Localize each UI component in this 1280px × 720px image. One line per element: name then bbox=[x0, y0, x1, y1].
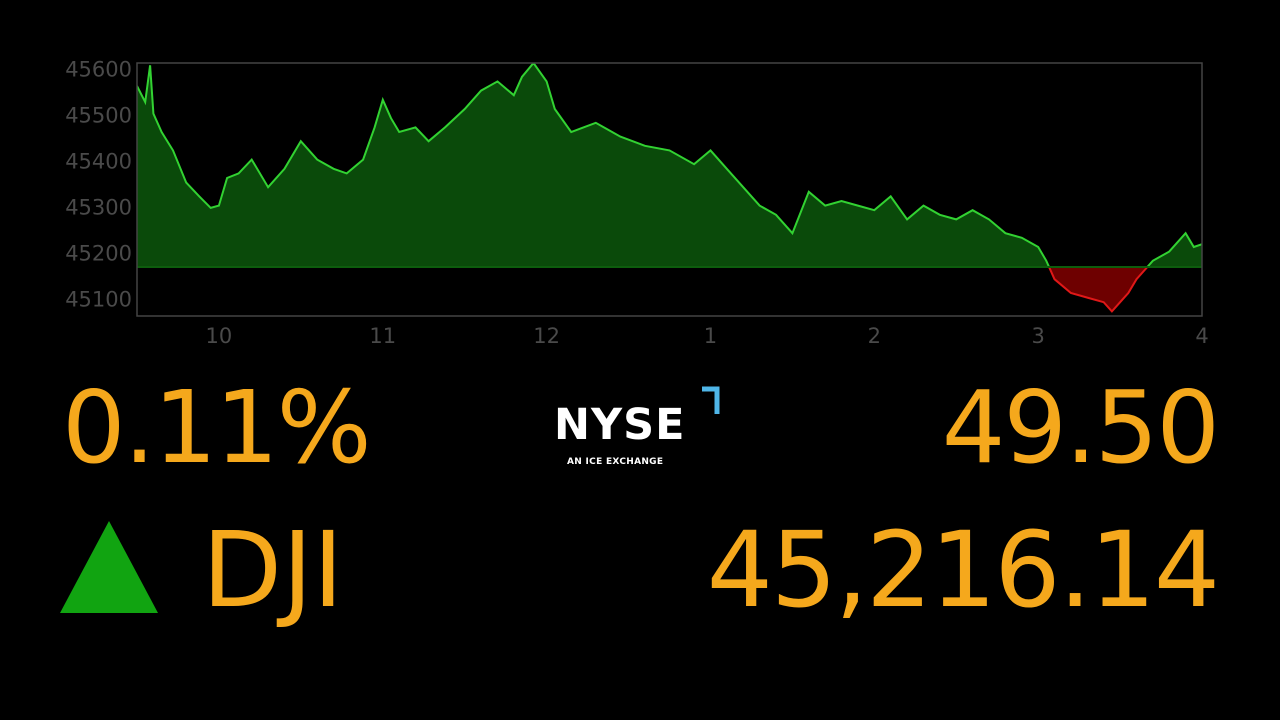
y-tick-label: 45600 bbox=[65, 58, 132, 82]
y-tick-label: 45500 bbox=[65, 104, 132, 128]
logo-wordmark: NYSE bbox=[554, 400, 686, 450]
price-line-up bbox=[137, 63, 1202, 267]
y-tick-label: 45100 bbox=[65, 288, 132, 312]
index-price: 45,216.14 bbox=[706, 509, 1220, 631]
x-tick-label: 4 bbox=[1195, 324, 1208, 348]
ticker-symbol: DJI bbox=[202, 509, 344, 631]
x-axis-ticks: 10 11 12 1 2 3 4 bbox=[206, 324, 1209, 348]
x-tick-label: 11 bbox=[369, 324, 396, 348]
up-arrow-icon bbox=[60, 521, 158, 613]
nyse-logo: NYSE AN ICE EXCHANGE bbox=[552, 386, 732, 476]
area-below-baseline bbox=[1049, 266, 1148, 312]
area-above-baseline bbox=[137, 63, 1202, 267]
logo-tagline: AN ICE EXCHANGE bbox=[567, 457, 664, 467]
chart-frame bbox=[136, 62, 1203, 317]
x-tick-label: 3 bbox=[1031, 324, 1044, 348]
point-change: 49.50 bbox=[941, 369, 1220, 486]
bracket-icon bbox=[702, 386, 720, 414]
price-line-down bbox=[1047, 266, 1149, 313]
y-tick-label: 45300 bbox=[65, 196, 132, 220]
percent-change: 0.11% bbox=[62, 369, 372, 486]
x-tick-label: 2 bbox=[868, 324, 881, 348]
x-tick-label: 1 bbox=[704, 324, 717, 348]
x-tick-label: 10 bbox=[206, 324, 233, 348]
x-tick-label: 12 bbox=[533, 324, 560, 348]
plot-area bbox=[137, 63, 1202, 313]
y-axis-ticks: 45100 45200 45300 45400 45500 45600 bbox=[65, 58, 132, 312]
y-tick-label: 45200 bbox=[65, 242, 132, 266]
y-tick-label: 45400 bbox=[65, 150, 132, 174]
